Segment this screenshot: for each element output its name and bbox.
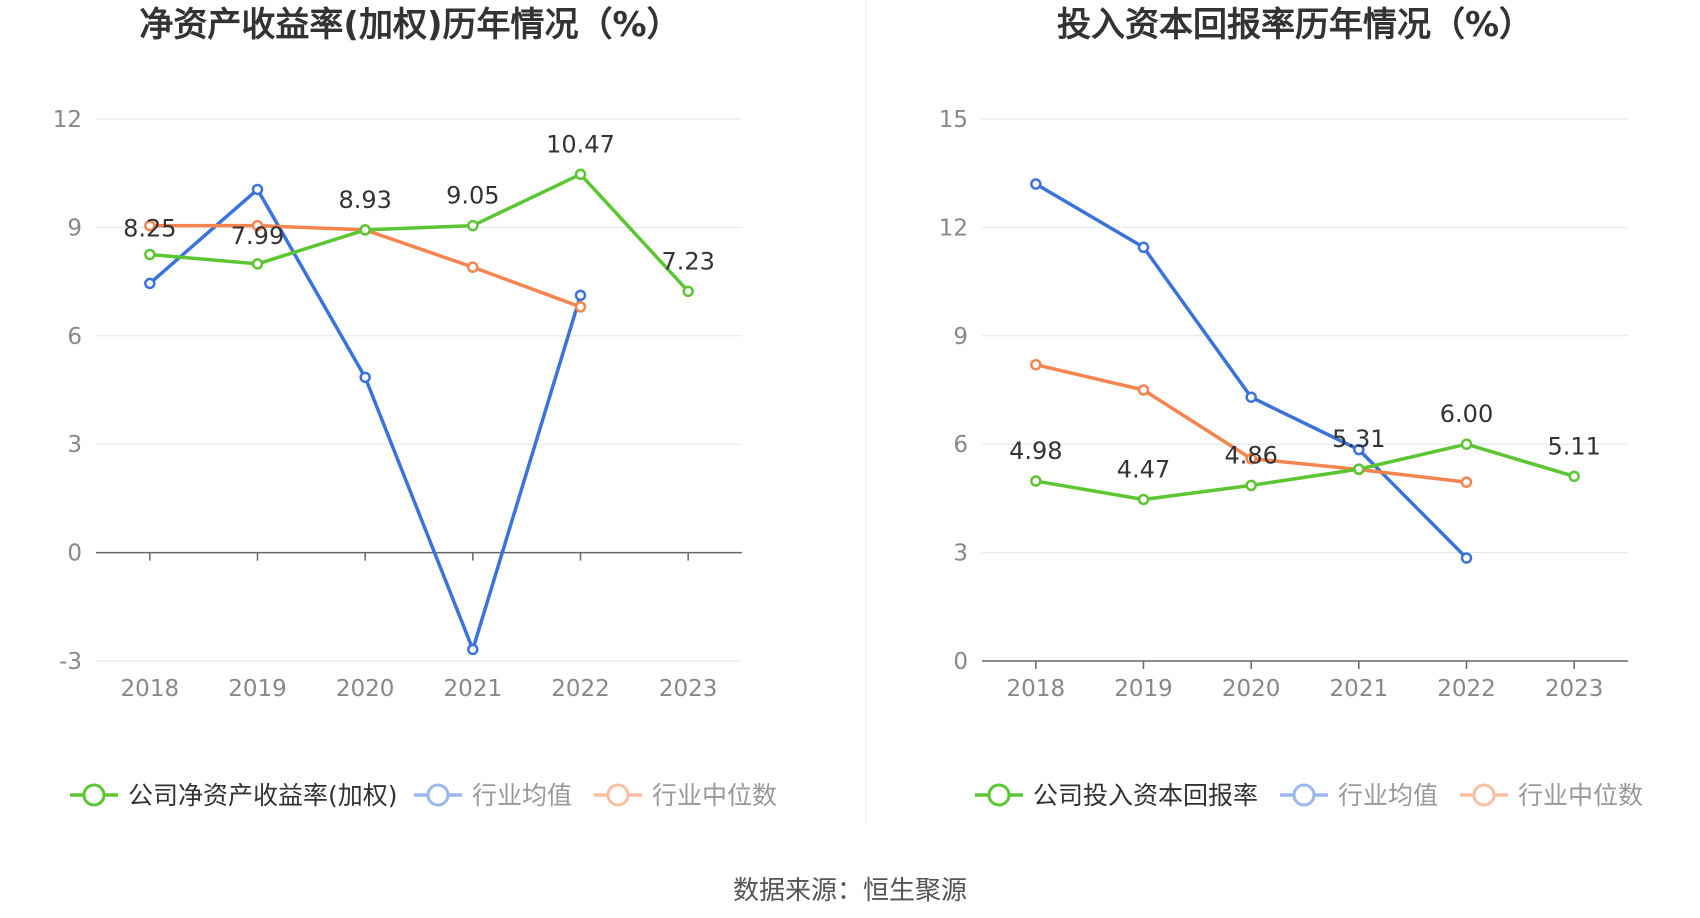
x-tick-label: 2021 xyxy=(444,676,503,702)
data-point-avg xyxy=(1353,443,1365,456)
x-tick-label: 2019 xyxy=(228,676,287,702)
legend-label: 公司投入资本回报率 xyxy=(1033,781,1258,810)
data-point-avg xyxy=(467,643,479,656)
y-tick-label: 9 xyxy=(67,215,82,241)
y-tick-label: 6 xyxy=(67,324,82,350)
series-line-median xyxy=(149,223,582,309)
data-point-median xyxy=(1137,384,1150,396)
y-tick-label: 12 xyxy=(53,107,82,133)
x-tick-label: 2018 xyxy=(1007,676,1066,702)
data-point-avg xyxy=(1460,552,1473,564)
data-point-company xyxy=(574,168,587,181)
data-point-median xyxy=(144,219,156,232)
x-tick-label: 2023 xyxy=(1545,676,1604,702)
legend-label: 公司净资产收益率(加权) xyxy=(128,781,398,810)
legend-marker-icon xyxy=(987,783,1011,807)
legend-label: 行业均值 xyxy=(1338,781,1438,810)
data-source-label: 数据来源：恒生聚源 xyxy=(732,876,967,906)
legend-marker-icon xyxy=(426,783,450,807)
y-tick-label: 3 xyxy=(953,541,968,567)
data-point-company xyxy=(1030,475,1042,487)
data-point-company xyxy=(1460,438,1473,450)
legend-marker-icon xyxy=(1472,783,1496,807)
data-point-company xyxy=(1568,470,1580,483)
data-point-company xyxy=(467,219,479,232)
data-point-avg xyxy=(144,277,156,290)
data-label: 7.99 xyxy=(231,222,284,250)
data-point-avg xyxy=(574,289,587,302)
x-tick-label: 2022 xyxy=(1437,676,1496,702)
data-point-company xyxy=(1353,463,1365,475)
data-label: 4.86 xyxy=(1224,441,1277,469)
x-tick-label: 2019 xyxy=(1114,676,1173,702)
series-line-company xyxy=(149,172,690,293)
data-point-company xyxy=(251,258,264,270)
data-point-median xyxy=(574,301,587,313)
data-point-median xyxy=(1245,452,1257,465)
y-tick-label: 0 xyxy=(953,649,968,675)
data-point-avg xyxy=(359,371,371,384)
y-tick-label: -3 xyxy=(59,649,82,675)
y-tick-label: 0 xyxy=(67,541,82,567)
data-label: 7.23 xyxy=(661,247,714,275)
data-point-avg xyxy=(251,183,264,196)
series-line-avg xyxy=(1034,182,1468,560)
y-tick-label: 12 xyxy=(939,215,968,241)
x-tick-label: 2022 xyxy=(551,676,610,702)
legend-item-median: 行业中位数 xyxy=(1460,781,1643,810)
x-tick-label: 2018 xyxy=(121,676,180,702)
chart-panel-roic: 投入资本回报率历年情况（%） 0 3 6 9 12 15 2018 2019 2020 2021 20… xyxy=(939,5,1643,810)
chart-panel-roe: 净资产收益率(加权)历年情况（%） -3 0 3 6 9 12 2018 2019 2020 202… xyxy=(53,5,777,810)
y-tick-label: 9 xyxy=(953,324,968,350)
legend-marker-icon xyxy=(82,783,106,807)
legend-label: 行业中位数 xyxy=(1518,781,1643,810)
legend-item-avg: 行业均值 xyxy=(1280,781,1438,810)
data-label: 8.25 xyxy=(123,215,176,243)
x-tick-label: 2020 xyxy=(336,676,395,702)
data-point-company xyxy=(144,248,156,261)
legend-item-company: 公司投入资本回报率 xyxy=(975,781,1258,810)
data-label: 5.11 xyxy=(1547,432,1600,460)
data-point-company xyxy=(682,285,694,298)
data-point-avg xyxy=(1030,178,1042,190)
data-point-company xyxy=(1245,479,1257,492)
data-point-company xyxy=(1137,493,1150,506)
chart-title: 净资产收益率(加权)历年情况（%） xyxy=(139,5,680,45)
data-point-company xyxy=(359,224,371,236)
data-label: 4.98 xyxy=(1009,437,1062,465)
data-point-median xyxy=(467,261,479,273)
legend-marker-icon xyxy=(1292,783,1316,807)
legend-label: 行业中位数 xyxy=(652,781,777,810)
legend-item-company: 公司净资产收益率(加权) xyxy=(70,781,398,810)
data-label: 4.47 xyxy=(1117,455,1170,483)
data-label: 6.00 xyxy=(1440,400,1493,428)
y-tick-label: 3 xyxy=(67,432,82,458)
series-line-company xyxy=(1035,442,1575,502)
chart-title: 投入资本回报率历年情况（%） xyxy=(1057,5,1533,45)
data-point-avg xyxy=(1245,391,1257,403)
data-point-median xyxy=(1030,358,1042,371)
y-tick-label: 6 xyxy=(953,432,968,458)
data-point-median xyxy=(1460,476,1473,488)
y-tick-label: 15 xyxy=(939,107,968,133)
data-point-median xyxy=(251,219,264,232)
data-label: 8.93 xyxy=(338,186,391,214)
legend-item-avg: 行业均值 xyxy=(414,781,572,810)
data-point-avg xyxy=(1137,241,1150,254)
data-label: 10.47 xyxy=(546,130,615,158)
legend-label: 行业均值 xyxy=(472,781,572,810)
data-label: 5.31 xyxy=(1332,425,1385,453)
legend-marker-icon xyxy=(606,783,630,807)
legend-item-median: 行业中位数 xyxy=(594,781,777,810)
x-tick-label: 2021 xyxy=(1330,676,1389,702)
x-tick-label: 2023 xyxy=(659,676,718,702)
x-tick-label: 2020 xyxy=(1222,676,1281,702)
data-label: 9.05 xyxy=(446,182,499,210)
